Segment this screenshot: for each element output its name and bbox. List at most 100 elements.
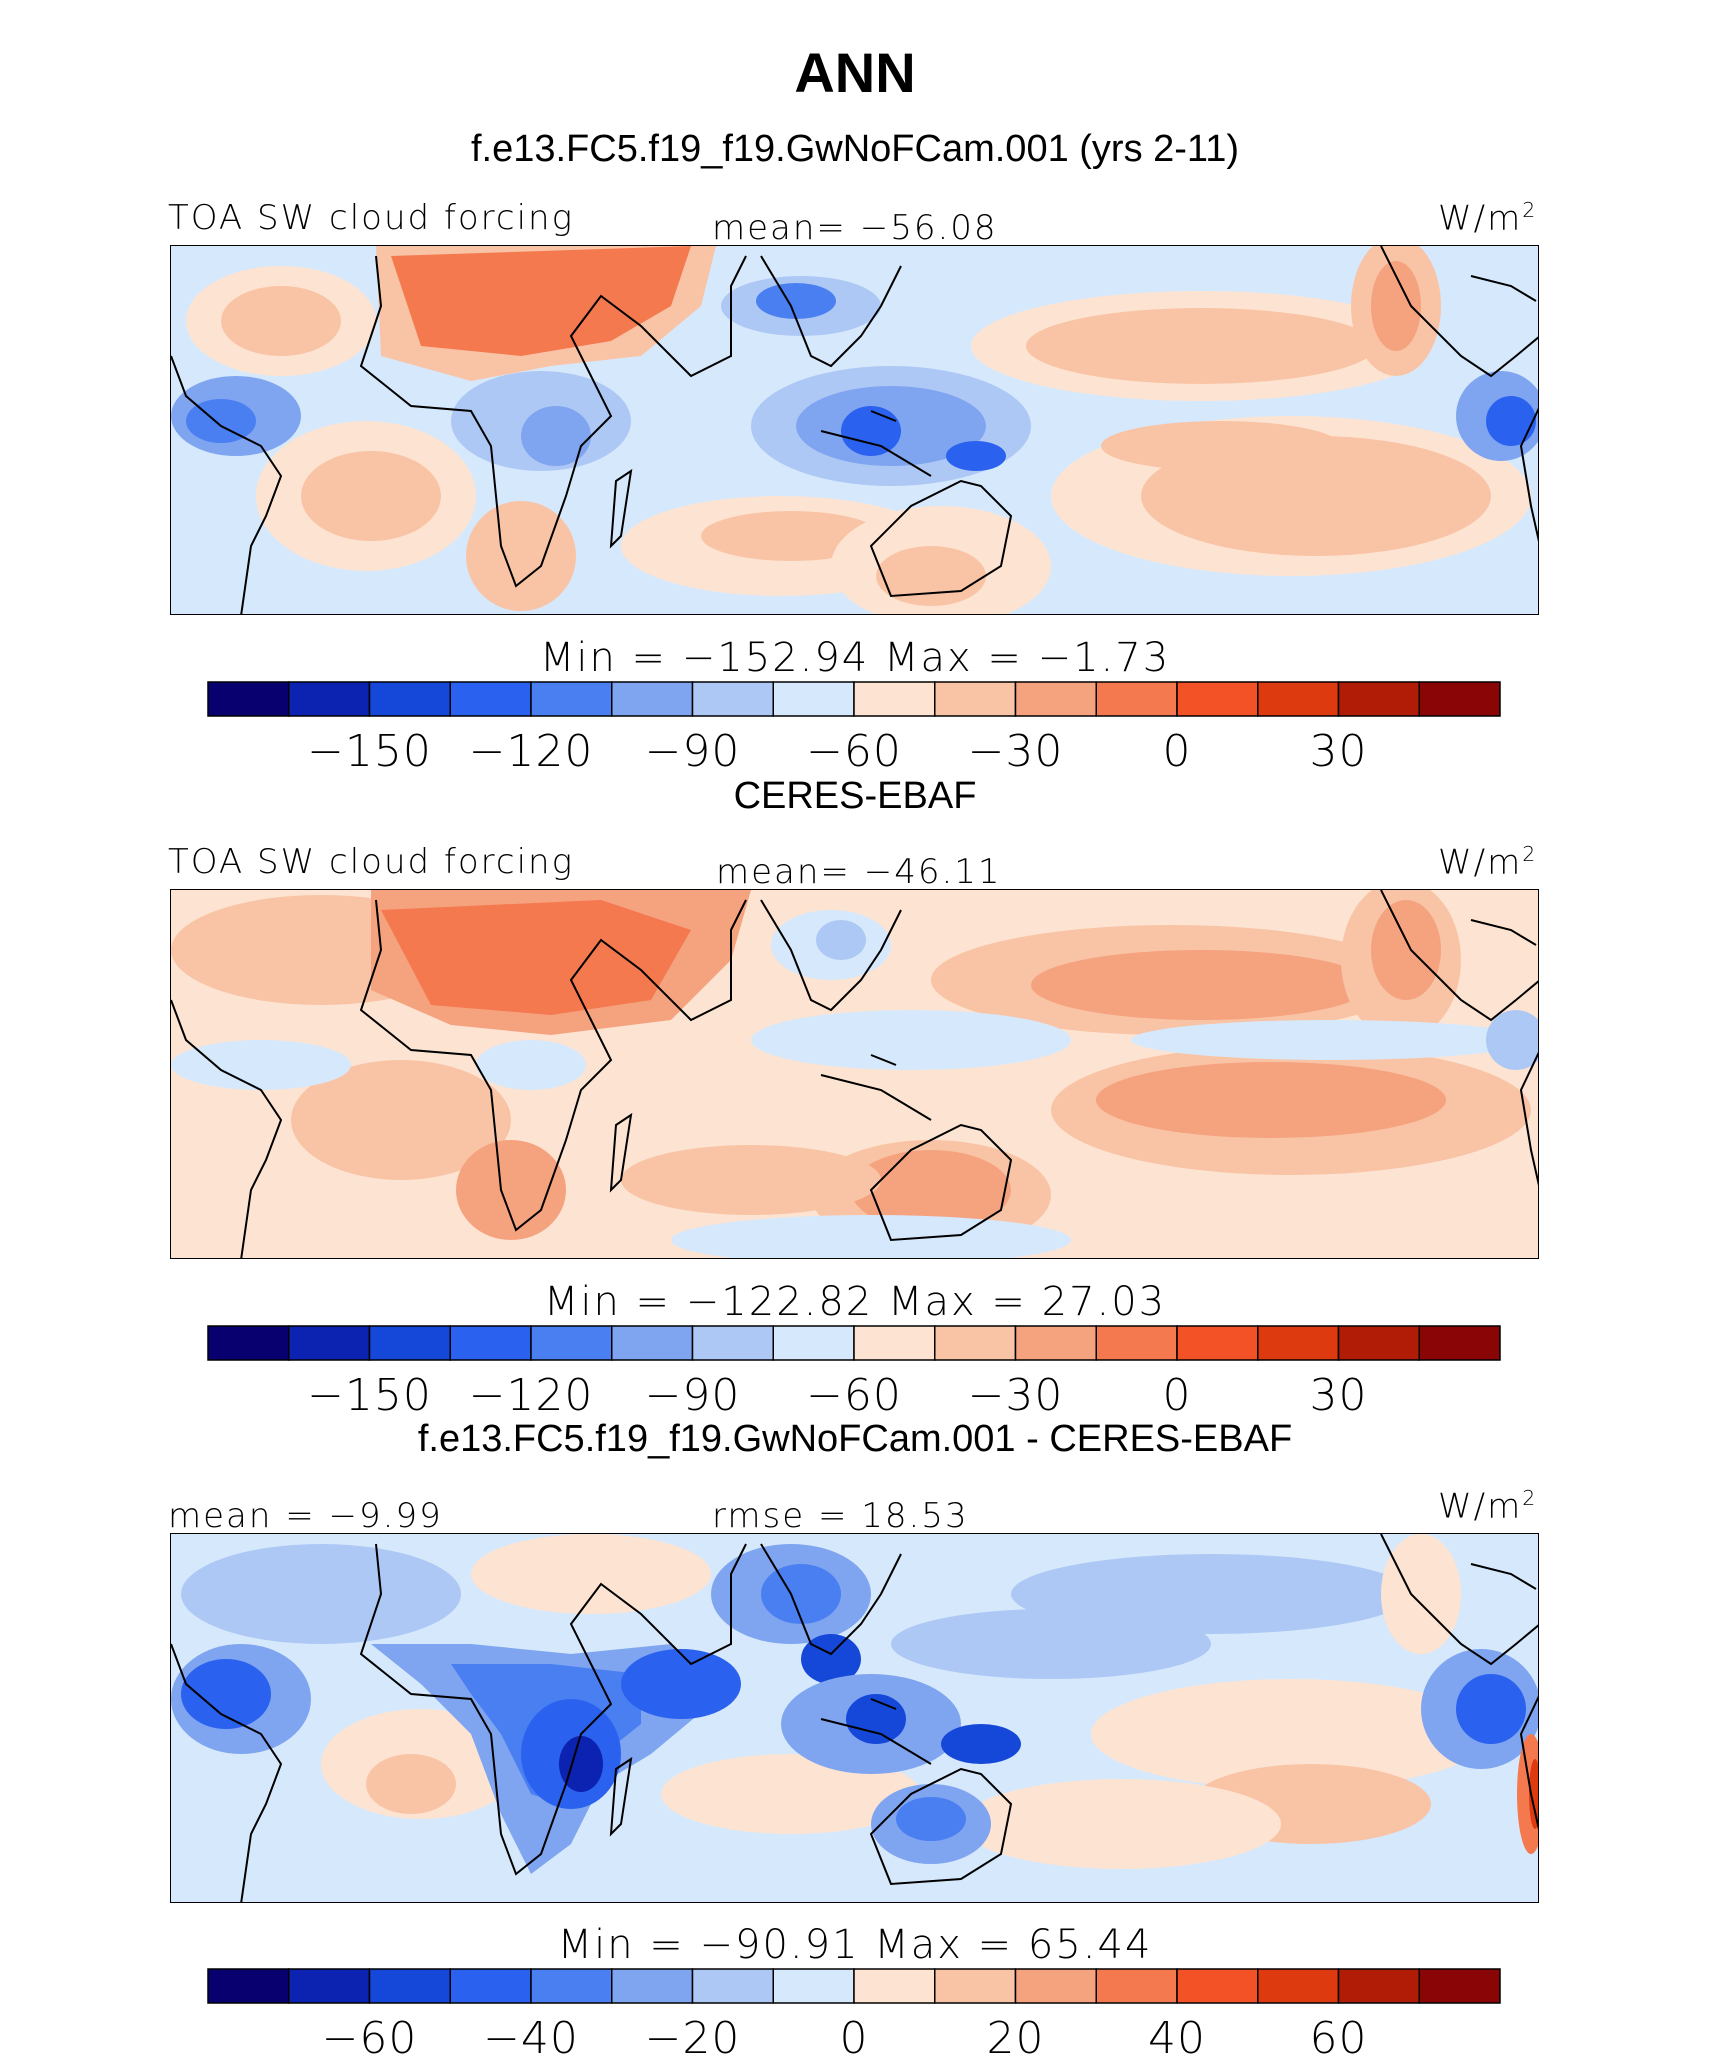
- colorbar-box: [772, 1968, 855, 2004]
- colorbar-box: [853, 1325, 936, 1361]
- panel3-units: W/m2: [1438, 1486, 1537, 1526]
- colorbar-box: [1014, 681, 1097, 717]
- colorbar-tick-label: 20: [987, 2013, 1045, 2059]
- colorbar-tick-label: −120: [469, 1370, 594, 1421]
- colorbar-box: [1176, 1325, 1259, 1361]
- colorbar-tick-label: 0: [1163, 1370, 1192, 1421]
- panel2-left-label: TOA SW cloud forcing: [168, 842, 574, 882]
- panel2-units: W/m2: [1438, 842, 1537, 882]
- panel3-rmse-label: rmse = 18.53: [712, 1496, 969, 1536]
- panel2-map: [170, 889, 1539, 1259]
- panel1-minmax: Min = −152.94 Max = −1.73: [539, 635, 1171, 681]
- colorbar-box: [530, 681, 613, 717]
- colorbar-tick-label: 30: [1310, 726, 1368, 777]
- panel3-map: [170, 1533, 1539, 1903]
- units-superscript: 2: [1522, 842, 1538, 866]
- colorbar-tick-label: −40: [483, 2013, 579, 2059]
- colorbar-tick-label: −120: [469, 726, 594, 777]
- colorbar-box: [1337, 1968, 1420, 2004]
- colorbar-box: [934, 681, 1017, 717]
- panel3-mean-label: mean = −9.99: [168, 1496, 443, 1536]
- colorbar-box: [772, 1325, 855, 1361]
- colorbar-box: [530, 1968, 613, 2004]
- colorbar-box: [1418, 1968, 1501, 2004]
- colorbar-box: [1095, 681, 1178, 717]
- colorbar-box: [207, 1968, 290, 2004]
- colorbar-tick-label: −60: [806, 726, 902, 777]
- panel2-minmax: Min = −122.82 Max = 27.03: [543, 1279, 1167, 1325]
- colorbar-box: [1095, 1325, 1178, 1361]
- colorbar-box: [1176, 1968, 1259, 2004]
- colorbar-tick-label: −60: [322, 2013, 418, 2059]
- colorbar-tick-label: −150: [307, 1370, 432, 1421]
- colorbar-tick-label: 40: [1148, 2013, 1206, 2059]
- panel1-units: W/m2: [1438, 198, 1537, 238]
- units-superscript: 2: [1522, 1486, 1538, 1510]
- colorbar-box: [449, 1968, 532, 2004]
- panel1-map: [170, 245, 1539, 615]
- colorbar-box: [1176, 681, 1259, 717]
- colorbar-box: [691, 681, 774, 717]
- colorbar-box: [1337, 1325, 1420, 1361]
- panel3-colorbar: −60 −40 −20 0 20 40 60: [207, 1968, 1501, 2059]
- panel1-left-label: TOA SW cloud forcing: [168, 198, 574, 238]
- panel2-colorbar-svg: −150 −120 −90 −60 −30 0 30: [207, 1325, 1501, 1421]
- colorbar-box: [288, 1968, 371, 2004]
- panel1-colorbar: −150 −120 −90 −60 −30 0 30: [207, 681, 1501, 777]
- units-text: W/m: [1438, 842, 1523, 883]
- colorbar-box: [1418, 681, 1501, 717]
- colorbar-box: [1014, 1968, 1097, 2004]
- figure-title: ANN: [794, 41, 916, 104]
- colorbar-box: [1257, 1325, 1340, 1361]
- colorbar-tick-label: 0: [840, 2013, 869, 2059]
- colorbar-box: [934, 1325, 1017, 1361]
- units-text: W/m: [1438, 1486, 1523, 1527]
- panel1-heading: f.e13.FC5.f19_f19.GwNoFCam.001 (yrs 2-11…: [470, 128, 1240, 170]
- colorbar-tick-label: 60: [1310, 2013, 1368, 2059]
- panel2-colorbar: −150 −120 −90 −60 −30 0 30: [207, 1325, 1501, 1421]
- panel1-colorbar-svg: −150 −120 −90 −60 −30 0 30: [207, 681, 1501, 777]
- units-text: W/m: [1438, 198, 1523, 239]
- colorbar-box: [691, 1968, 774, 2004]
- panel3-colorbar-svg: −60 −40 −20 0 20 40 60: [207, 1968, 1501, 2059]
- colorbar-box: [530, 1325, 613, 1361]
- colorbar-box: [934, 1968, 1017, 2004]
- colorbar-box: [207, 681, 290, 717]
- colorbar-box: [1095, 1968, 1178, 2004]
- colorbar-box: [772, 681, 855, 717]
- colorbar-box: [611, 681, 694, 717]
- colorbar-box: [449, 681, 532, 717]
- colorbar-tick-label: −90: [645, 1370, 741, 1421]
- colorbar-tick-label: 30: [1310, 1370, 1368, 1421]
- colorbar-box: [368, 681, 451, 717]
- colorbar-tick-label: 0: [1163, 726, 1192, 777]
- colorbar-box: [368, 1968, 451, 2004]
- colorbar-box: [611, 1325, 694, 1361]
- panel3-minmax: Min = −90.91 Max = 65.44: [557, 1922, 1153, 1968]
- panel2-heading: CERES-EBAF: [733, 775, 977, 817]
- colorbar-box: [1337, 681, 1420, 717]
- colorbar-box: [288, 681, 371, 717]
- units-superscript: 2: [1522, 198, 1538, 222]
- colorbar-box: [611, 1968, 694, 2004]
- colorbar-tick-label: −20: [645, 2013, 741, 2059]
- panel3-heading: f.e13.FC5.f19_f19.GwNoFCam.001 - CERES-E…: [417, 1418, 1293, 1460]
- panel2-mean-label: mean= −46.11: [716, 852, 1002, 892]
- colorbar-box: [288, 1325, 371, 1361]
- colorbar-tick-label: −30: [968, 726, 1064, 777]
- colorbar-box: [449, 1325, 532, 1361]
- colorbar-box: [1257, 1968, 1340, 2004]
- colorbar-box: [853, 1968, 936, 2004]
- colorbar-tick-label: −90: [645, 726, 741, 777]
- colorbar-box: [1014, 1325, 1097, 1361]
- colorbar-box: [1257, 681, 1340, 717]
- colorbar-box: [853, 681, 936, 717]
- colorbar-tick-label: −60: [806, 1370, 902, 1421]
- panel1-mean-label: mean= −56.08: [712, 208, 998, 248]
- colorbar-box: [691, 1325, 774, 1361]
- colorbar-box: [207, 1325, 290, 1361]
- colorbar-box: [1418, 1325, 1501, 1361]
- colorbar-tick-label: −150: [307, 726, 432, 777]
- colorbar-box: [368, 1325, 451, 1361]
- colorbar-tick-label: −30: [968, 1370, 1064, 1421]
